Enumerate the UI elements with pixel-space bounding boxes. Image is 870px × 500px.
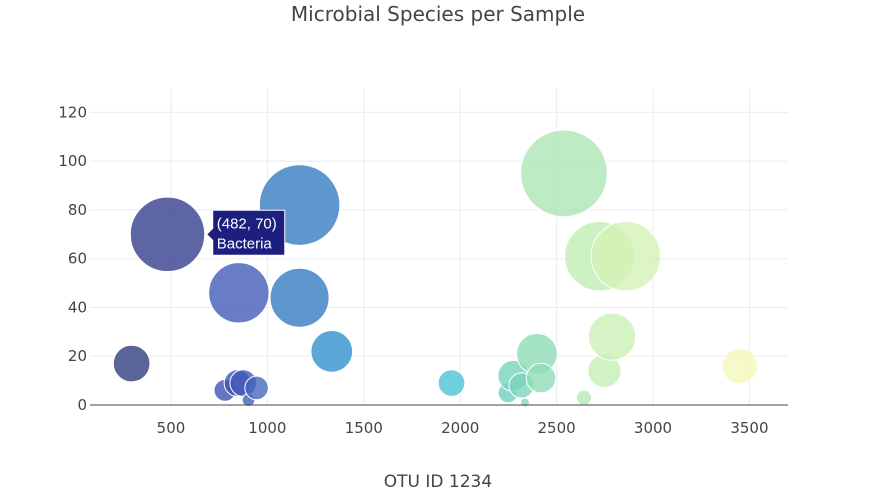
data-point	[208, 262, 270, 324]
x-tick-label: 2500	[538, 419, 576, 437]
y-tick-label: 0	[77, 396, 87, 414]
x-tick-label: 1500	[345, 419, 383, 437]
data-point	[269, 267, 330, 328]
x-tick-label: 3000	[634, 419, 672, 437]
data-point	[112, 344, 151, 383]
x-tick-label: 3500	[730, 419, 768, 437]
data-point	[437, 369, 466, 397]
y-tick-label: 80	[68, 201, 87, 219]
hover-label: Bacteria	[217, 235, 273, 252]
data-point	[590, 220, 662, 292]
data-point	[525, 362, 557, 394]
x-tick-label: 500	[157, 419, 186, 437]
y-tick-label: 100	[58, 152, 87, 170]
data-point	[588, 312, 637, 361]
y-tick-label: 120	[58, 103, 87, 121]
x-tick-label: 1000	[248, 419, 286, 437]
data-points	[112, 129, 759, 408]
y-tick-label: 20	[68, 347, 87, 365]
axes: 500 1000 1500 2000 2500 3000 3500 0 20 40 60 80 100 1…	[58, 103, 788, 437]
x-axis-label: OTU ID 1234	[384, 472, 492, 492]
hover-box	[206, 209, 286, 256]
x-tick-label: 2000	[441, 419, 479, 437]
chart-title: Microbial Species per Sample	[291, 2, 585, 26]
hover-coords: (482, 70)	[217, 215, 277, 232]
data-point	[520, 129, 608, 218]
y-tick-label: 60	[68, 250, 87, 268]
data-point	[520, 397, 530, 408]
hover-tooltip: (482, 70) Bacteria	[206, 209, 286, 256]
data-point	[129, 196, 206, 273]
data-point	[721, 347, 759, 385]
data-point	[310, 329, 354, 373]
y-tick-label: 40	[68, 298, 87, 316]
data-point	[244, 375, 269, 401]
data-point	[575, 389, 593, 406]
